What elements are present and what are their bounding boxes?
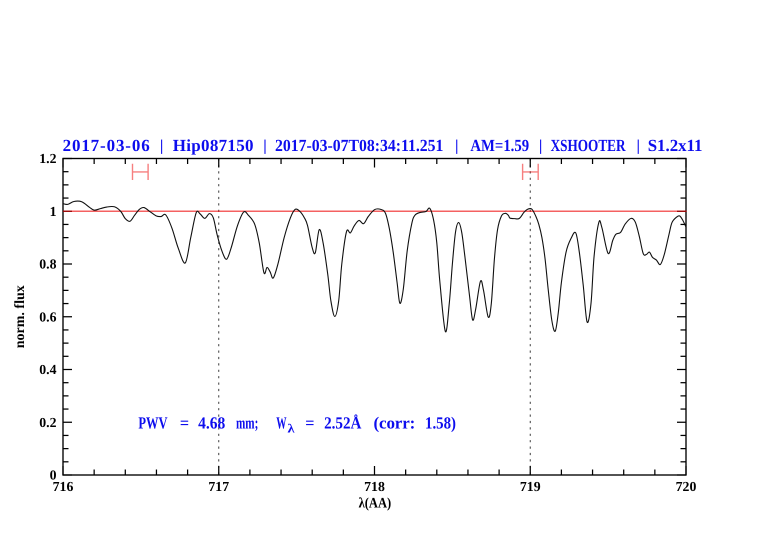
- svg-text:720: 720: [676, 479, 697, 494]
- svg-text:2.52Å: 2.52Å: [324, 413, 362, 432]
- svg-text:4.68: 4.68: [198, 413, 225, 432]
- svg-text:1.58): 1.58): [425, 413, 456, 432]
- svg-text:PWV: PWV: [138, 413, 168, 432]
- svg-text:|: |: [539, 137, 542, 154]
- svg-text:0.8: 0.8: [39, 257, 56, 272]
- svg-text:717: 717: [208, 479, 229, 494]
- svg-text:W: W: [276, 413, 286, 432]
- svg-text:|: |: [455, 137, 458, 154]
- svg-text:λ: λ: [288, 422, 296, 436]
- svg-text:AM=1.59: AM=1.59: [470, 136, 529, 155]
- svg-text:0: 0: [50, 468, 57, 483]
- svg-text:2017-03-07T08:34:11.251: 2017-03-07T08:34:11.251: [275, 136, 443, 155]
- svg-text:|: |: [160, 137, 163, 154]
- svg-text:XSHOOTER: XSHOOTER: [551, 136, 626, 155]
- svg-text:S1.2x11: S1.2x11: [648, 136, 703, 155]
- svg-text:|: |: [263, 137, 266, 154]
- svg-text:719: 719: [520, 479, 541, 494]
- svg-text:mm;: mm;: [236, 413, 258, 432]
- svg-text:norm. flux: norm. flux: [13, 285, 28, 348]
- svg-text:718: 718: [364, 479, 385, 494]
- svg-text:1: 1: [50, 204, 57, 219]
- svg-text:(corr:: (corr:: [374, 413, 416, 432]
- svg-text:2017-03-06: 2017-03-06: [63, 136, 150, 155]
- svg-text:0.6: 0.6: [39, 309, 56, 324]
- svg-text:716: 716: [53, 479, 74, 494]
- svg-text:=: =: [305, 413, 314, 432]
- svg-text:Hip087150: Hip087150: [173, 136, 254, 155]
- svg-text:λ(AA): λ(AA): [359, 496, 392, 512]
- svg-text:0.2: 0.2: [39, 415, 56, 430]
- svg-text:1.2: 1.2: [39, 151, 56, 166]
- svg-text:|: |: [637, 137, 640, 154]
- svg-text:0.4: 0.4: [39, 362, 56, 377]
- svg-text:=: =: [180, 413, 189, 432]
